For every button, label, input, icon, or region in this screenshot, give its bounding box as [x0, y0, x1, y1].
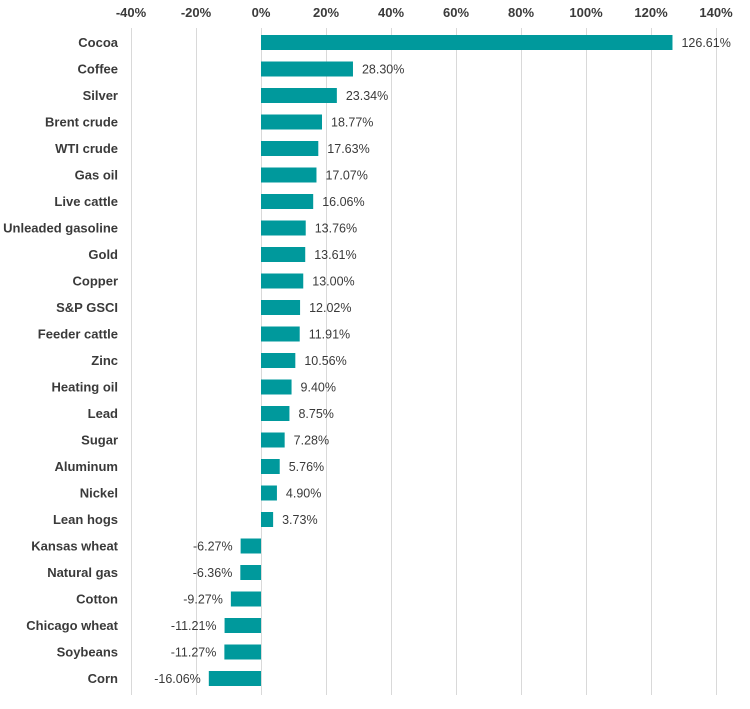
data-label: 4.90% [286, 487, 321, 501]
category-label: Chicago wheat [26, 618, 118, 633]
bar [208, 671, 261, 686]
data-label: 9.40% [301, 381, 336, 395]
category-label: Live cattle [54, 194, 118, 209]
data-label: 126.61% [681, 36, 730, 50]
data-label: 18.77% [331, 116, 373, 130]
bar [261, 379, 292, 395]
data-label: 17.63% [327, 142, 369, 156]
category-label: Copper [73, 274, 119, 289]
bar [261, 459, 280, 474]
category-label: Lead [88, 406, 118, 421]
data-label: -6.27% [193, 540, 233, 554]
bar [261, 512, 274, 527]
category-label: Soybeans [57, 645, 118, 660]
bar [261, 300, 301, 315]
data-label: -6.36% [193, 566, 233, 580]
data-label: 17.07% [325, 169, 367, 183]
data-label: 8.75% [298, 407, 333, 421]
data-label: 13.76% [315, 222, 357, 236]
category-label: Sugar [81, 433, 118, 448]
category-label: Nickel [80, 486, 118, 501]
bar [240, 565, 261, 580]
bar [240, 538, 261, 554]
data-label: 16.06% [322, 195, 364, 209]
data-label: 13.61% [314, 248, 356, 262]
x-tick-label: 40% [378, 5, 404, 20]
data-label: 11.91% [309, 328, 350, 342]
x-tick-label: 120% [634, 5, 668, 20]
bar [261, 220, 306, 236]
data-label: 13.00% [312, 275, 354, 289]
gridlines [131, 28, 717, 695]
bar [261, 353, 296, 368]
data-labels: 126.61% 28.30% 23.34% 18.77% 17.63% 17.07% 16.… [154, 36, 731, 686]
category-label: Feeder cattle [38, 327, 118, 342]
bar [261, 485, 277, 501]
data-label: 28.30% [362, 63, 404, 77]
category-label: Natural gas [47, 565, 118, 580]
data-label: -16.06% [154, 672, 201, 686]
bar [230, 591, 261, 607]
bar [261, 141, 319, 156]
x-tick-label: -20% [181, 5, 212, 20]
x-axis-ticks: -40% -20% 0% 20% 40% 60% 80% 100% 120% 140% [116, 5, 733, 20]
bar [261, 406, 290, 421]
data-label: -11.27% [171, 646, 217, 660]
category-label: Gas oil [75, 168, 118, 183]
bar [224, 644, 261, 660]
bar [261, 35, 673, 50]
category-label: Gold [88, 247, 118, 262]
bar [261, 273, 304, 289]
category-label: Unleaded gasoline [3, 221, 118, 236]
category-label: Corn [88, 671, 118, 686]
bar [261, 61, 353, 77]
category-label: Heating oil [52, 380, 118, 395]
category-label: WTI crude [55, 141, 118, 156]
x-tick-label: 140% [699, 5, 733, 20]
data-label: 10.56% [304, 354, 346, 368]
category-label: Brent crude [45, 115, 118, 130]
category-label: Lean hogs [53, 512, 118, 527]
bar [261, 247, 306, 262]
data-label: 7.28% [294, 434, 329, 448]
bars [208, 35, 673, 686]
category-label: Silver [83, 88, 118, 103]
x-tick-label: 100% [569, 5, 603, 20]
category-label: S&P GSCI [56, 300, 118, 315]
data-label: -11.21% [171, 619, 217, 633]
x-tick-label: 60% [443, 5, 469, 20]
category-label: Aluminum [54, 459, 118, 474]
x-tick-label: 0% [252, 5, 271, 20]
bar [261, 432, 285, 448]
bar [261, 194, 314, 209]
bar [261, 326, 300, 342]
x-tick-label: 20% [313, 5, 339, 20]
data-label: 5.76% [289, 460, 324, 474]
category-labels: Cocoa Coffee Silver Brent crude WTI crude Gas… [3, 35, 119, 686]
category-label: Kansas wheat [31, 539, 118, 554]
category-label: Cotton [76, 592, 118, 607]
category-label: Zinc [91, 353, 118, 368]
data-label: -9.27% [183, 593, 223, 607]
data-label: 12.02% [309, 301, 351, 315]
category-label: Cocoa [78, 35, 119, 50]
bar [261, 167, 317, 183]
bar [224, 618, 261, 633]
bar [261, 114, 323, 130]
data-label: 3.73% [282, 513, 317, 527]
bar [261, 88, 337, 103]
x-tick-label: -40% [116, 5, 147, 20]
data-label: 23.34% [346, 89, 388, 103]
x-tick-label: 80% [508, 5, 534, 20]
category-label: Coffee [78, 62, 118, 77]
